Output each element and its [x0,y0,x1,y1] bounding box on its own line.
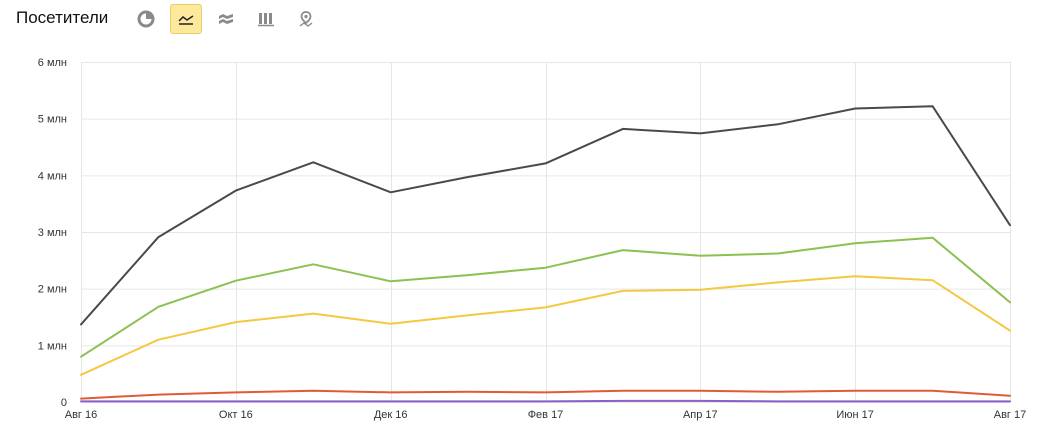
axes: 0 1 млн 2 млн 3 млн 4 млн 5 млн 6 млн Авг 16 Окт… [38,57,1026,421]
bar-chart-icon [258,13,274,27]
x-tick-label: Дек 16 [374,409,408,421]
line-chart-button[interactable] [170,4,202,34]
x-tick-label: Авг 17 [994,409,1026,421]
series-purple-line[interactable] [80,399,1011,403]
x-tick-label: Фев 17 [528,409,564,421]
pie-chart-button[interactable] [130,4,162,34]
area-chart-button[interactable] [210,4,242,34]
map-icon [299,11,313,27]
x-tick-label: Июн 17 [836,409,874,421]
series-dark-line[interactable] [80,105,1011,326]
y-tick-label: 5 млн [38,114,67,126]
x-tick-label: Авг 16 [65,409,97,421]
y-tick-label: 6 млн [38,57,67,69]
chart-header: Посетители [0,0,1050,40]
y-tick-label: 3 млн [38,227,67,239]
series-yellow-line[interactable] [80,275,1011,376]
bar-chart-button[interactable] [250,4,282,34]
series-lines [80,105,1011,403]
y-tick-label: 4 млн [38,170,67,182]
chart-title: Посетители [16,8,109,27]
x-tick-label: Окт 16 [219,409,253,421]
x-tick-label: Апр 17 [683,409,718,421]
series-green-line[interactable] [80,236,1011,358]
line-chart-icon [178,15,194,25]
grid [81,62,1011,403]
y-tick-label: 2 млн [38,284,67,296]
y-tick-label: 0 [61,397,67,409]
area-chart-icon [219,14,233,24]
map-button[interactable] [290,4,322,34]
y-tick-label: 1 млн [38,340,67,352]
pie-chart-icon [137,10,155,28]
series-red-line[interactable] [80,389,1011,400]
